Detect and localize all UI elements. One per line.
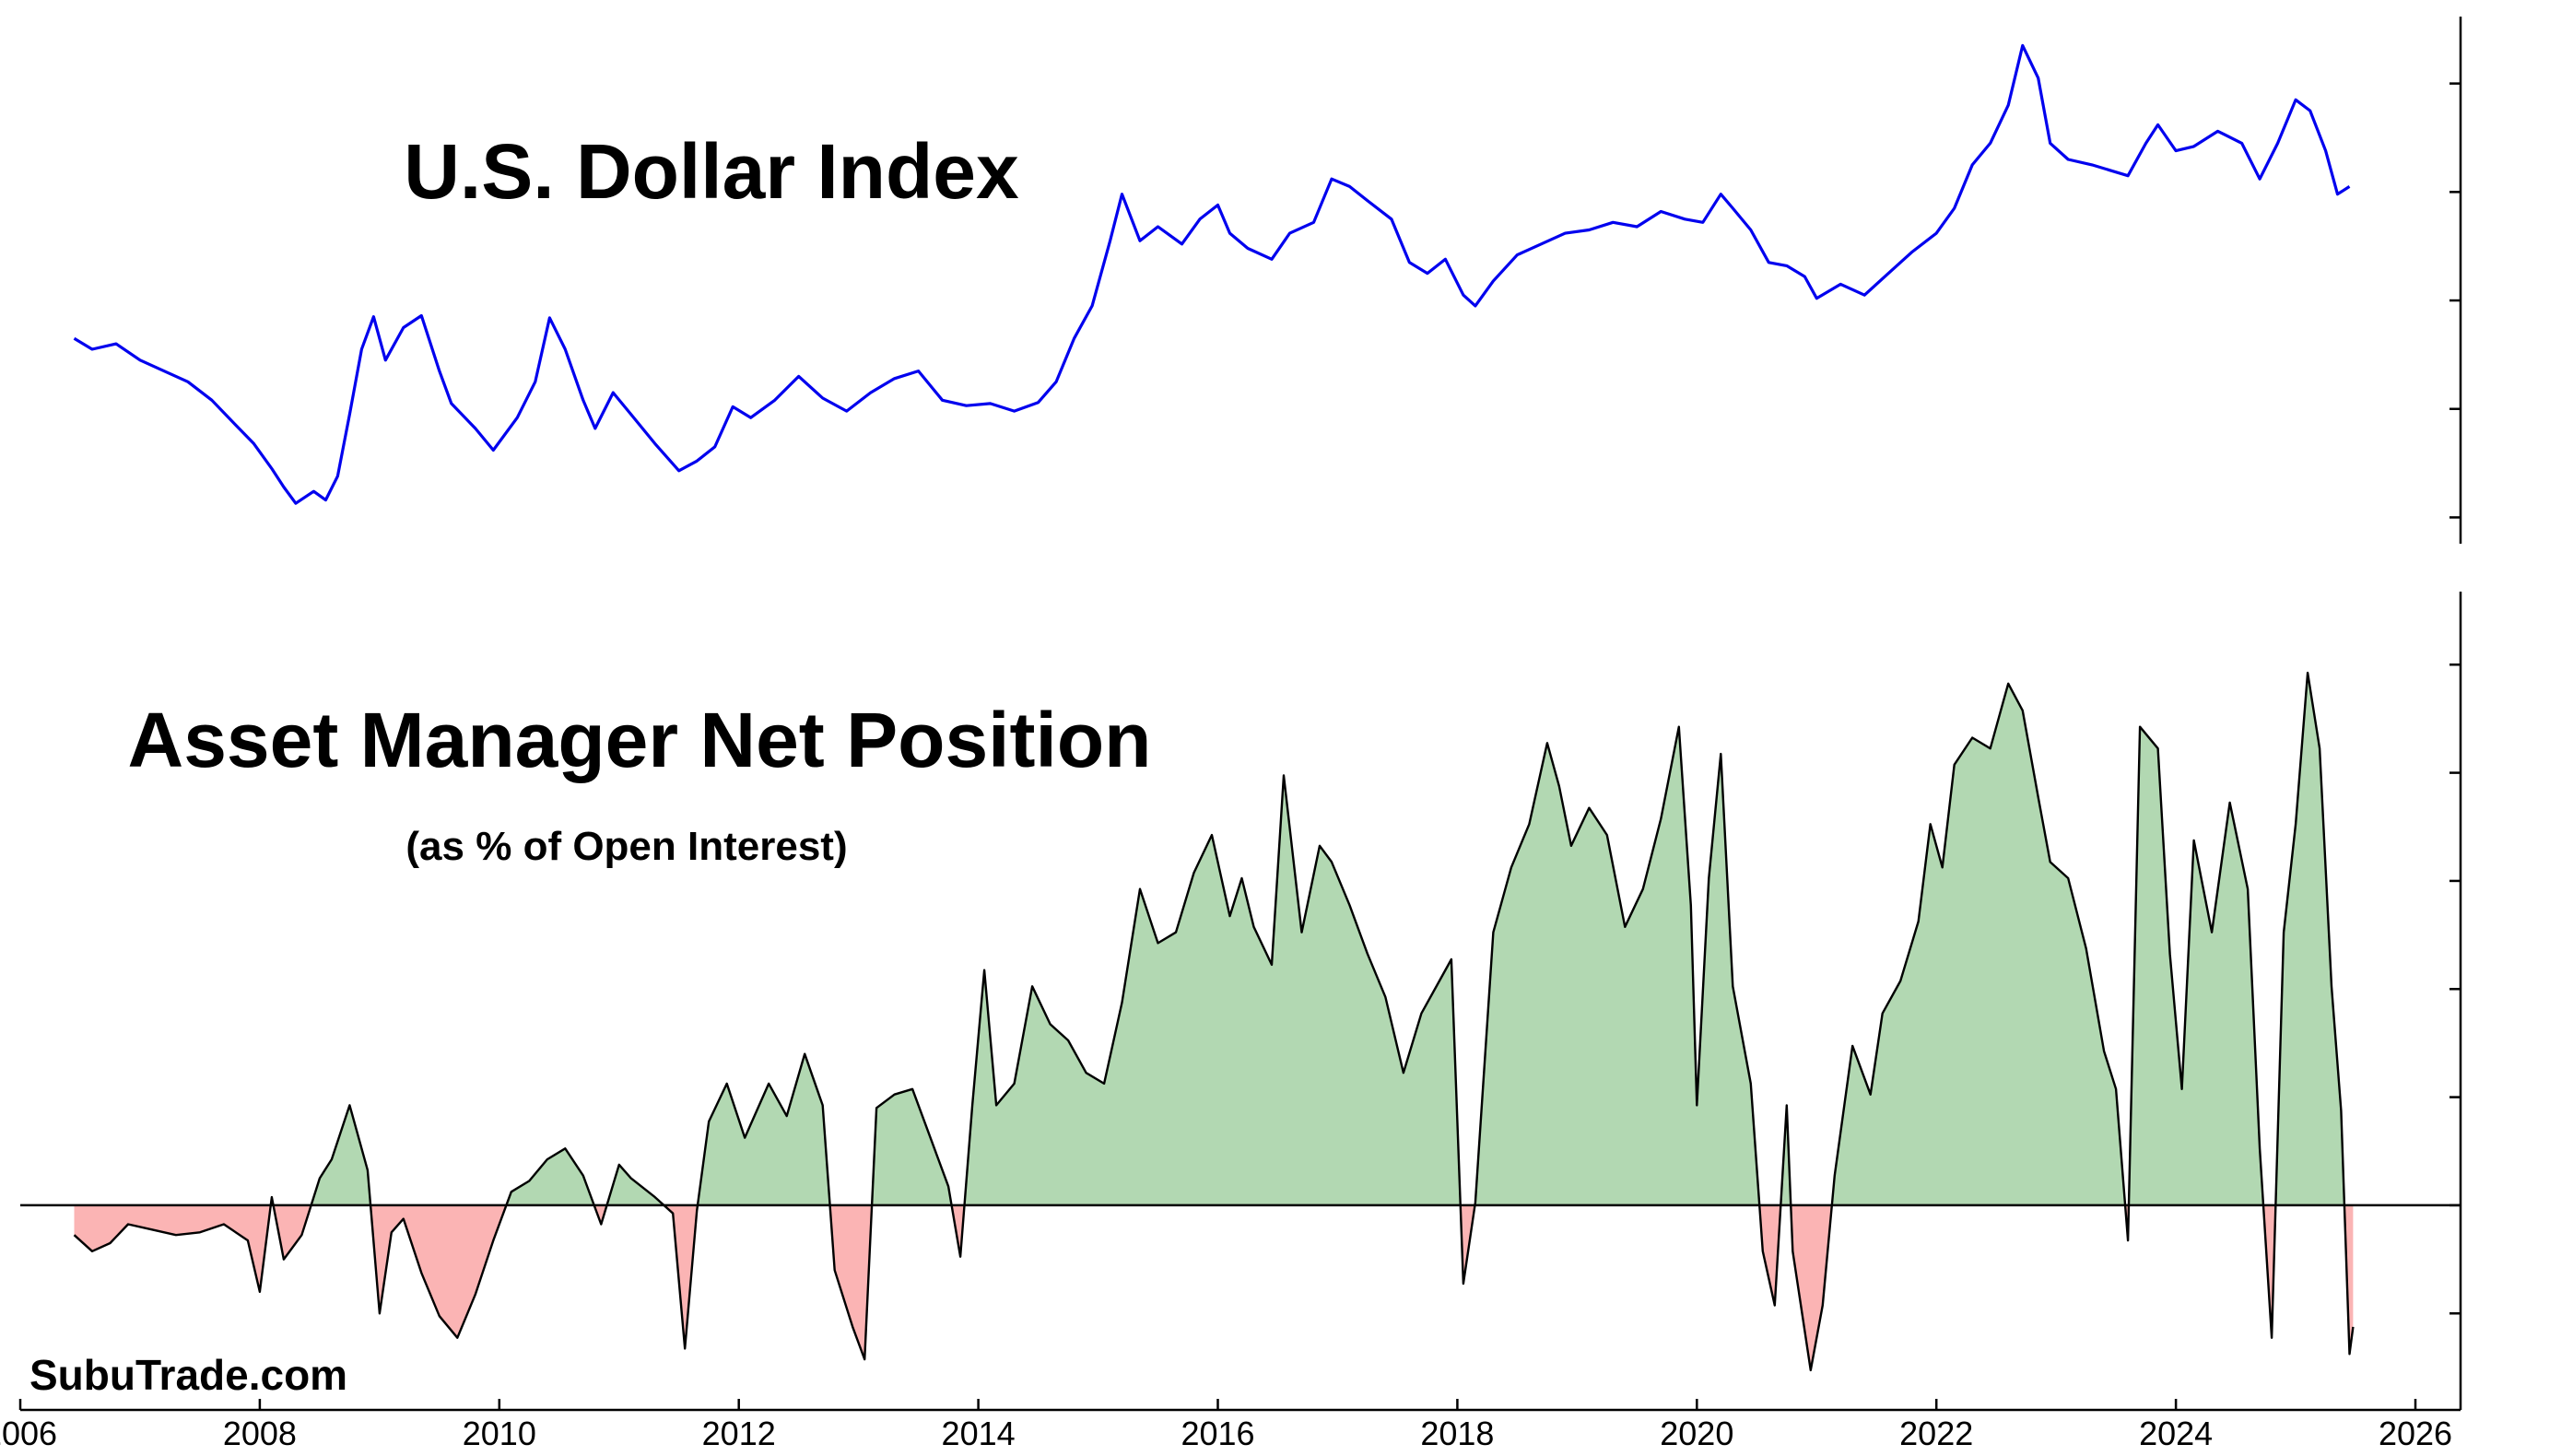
x-tick-label: 2016 bbox=[1181, 1415, 1254, 1452]
net-position-y-ticks bbox=[2449, 663, 2461, 1315]
net-position-line bbox=[73, 671, 2355, 1372]
dollar-index-y-ticks bbox=[2449, 82, 2461, 519]
x-tick-label: 2022 bbox=[1899, 1415, 1973, 1452]
net-position-panel: 2006 2008 2010 2012 2014 2016 2018 2020 2022 2024… bbox=[0, 592, 2462, 1452]
x-tick-label: 2010 bbox=[463, 1415, 536, 1452]
x-tick-label: 2024 bbox=[2139, 1415, 2213, 1452]
x-tick-label: 2018 bbox=[1420, 1415, 1494, 1452]
x-tick-label: 2020 bbox=[1660, 1415, 1733, 1452]
x-tick-label: 2014 bbox=[942, 1415, 1016, 1452]
dollar-index-line bbox=[73, 43, 2351, 505]
brand-watermark: SubuTrade.com bbox=[29, 1351, 347, 1399]
x-axis-ticks: 2006 2008 2010 2012 2014 2016 2018 2020 2022 2024… bbox=[0, 1399, 2452, 1452]
net-position-subtitle: (as % of Open Interest) bbox=[405, 824, 847, 869]
net-position-negative-fill bbox=[74, 1204, 2354, 1370]
dollar-index-title: U.S. Dollar Index bbox=[404, 128, 1019, 215]
dollar-index-panel: U.S. Dollar Index bbox=[73, 17, 2462, 544]
net-position-positive-fill bbox=[74, 673, 2354, 1205]
x-tick-label: 2008 bbox=[223, 1415, 297, 1452]
x-tick-label: 2006 bbox=[0, 1415, 57, 1452]
net-position-title: Asset Manager Net Position bbox=[128, 697, 1152, 783]
x-tick-label: 2012 bbox=[702, 1415, 776, 1452]
x-tick-label: 2026 bbox=[2379, 1415, 2452, 1452]
